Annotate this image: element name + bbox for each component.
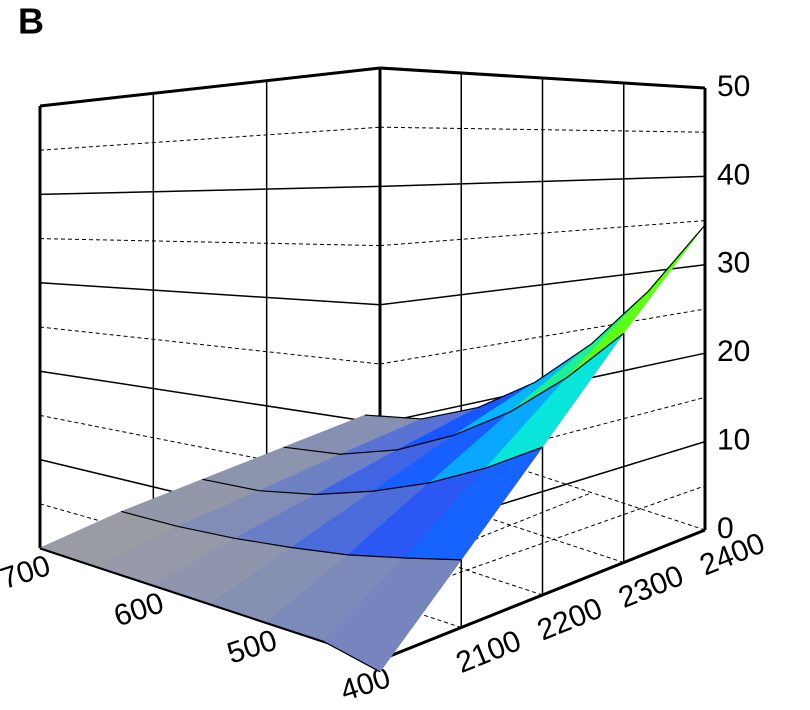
- contour-line: [121, 510, 462, 561]
- contour-line: [202, 446, 543, 496]
- grid-line-minor: [39, 238, 381, 247]
- grid-line: [39, 282, 381, 306]
- grid-line: [364, 417, 706, 531]
- y-tick-label: 2100: [452, 624, 526, 680]
- contour-line: [364, 224, 706, 420]
- grid-line-minor: [39, 326, 381, 365]
- grid-line: [39, 185, 381, 196]
- grid-line: [39, 370, 381, 424]
- y-tick-label: 2200: [533, 592, 607, 648]
- grid-line: [39, 67, 381, 107]
- x-tick-label: 700: [0, 549, 54, 596]
- x-tick-label: 600: [110, 586, 168, 633]
- z-tick-label: 10: [717, 424, 750, 457]
- z-tick-label: 40: [717, 158, 750, 191]
- y-tick-label: 2300: [614, 559, 688, 615]
- z-tick-label: 0: [717, 512, 734, 545]
- z-tick-label: 50: [717, 70, 750, 103]
- x-tick-label: 400: [337, 661, 395, 708]
- z-tick-label: 20: [717, 335, 750, 368]
- grid-line-minor: [39, 126, 381, 151]
- contour-line: [39, 547, 381, 673]
- x-tick-label: 500: [223, 624, 281, 671]
- z-tick-label: 30: [717, 247, 750, 280]
- panel-label: B: [18, 1, 44, 42]
- contour-line: [283, 332, 625, 455]
